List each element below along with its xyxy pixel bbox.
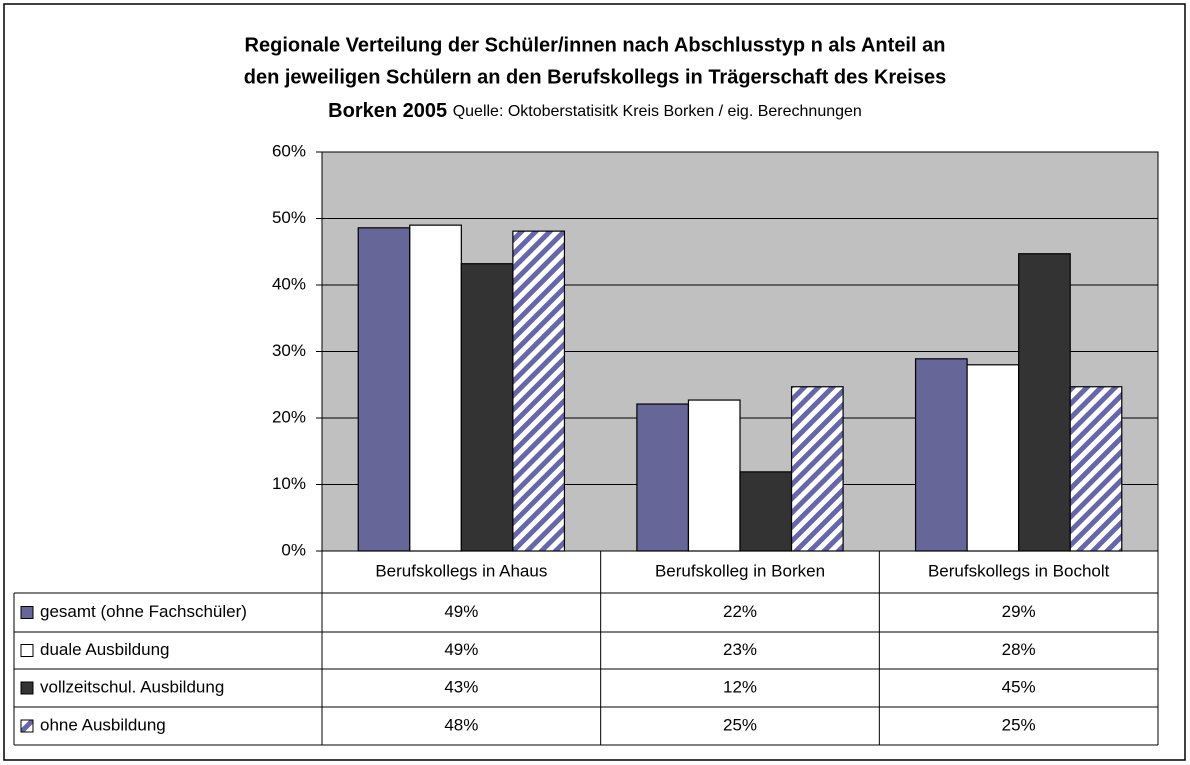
bar xyxy=(790,386,844,552)
chart-title: Borken 2005 xyxy=(328,100,447,122)
table-cell: 28% xyxy=(1002,640,1036,659)
table-cell: 25% xyxy=(723,715,757,734)
y-tick-label: 30% xyxy=(272,341,306,360)
table-cell: 12% xyxy=(723,677,757,696)
bar xyxy=(914,358,968,552)
bar xyxy=(409,224,462,552)
bar xyxy=(739,471,793,552)
bar xyxy=(636,403,690,552)
bar xyxy=(1018,253,1071,552)
chart-subtitle: Quelle: Oktoberstatisitk Kreis Borken / … xyxy=(453,103,862,120)
bar xyxy=(357,227,411,552)
y-tick-label: 0% xyxy=(281,540,306,559)
legend-label: gesamt (ohne Fachschüler) xyxy=(40,602,247,621)
legend-key xyxy=(20,681,34,695)
table-cell: 48% xyxy=(444,715,478,734)
legend-label: duale Ausbildung xyxy=(40,640,170,659)
chart-title: Borken 2005 Quelle: Oktoberstatisitk Kre… xyxy=(328,100,862,122)
y-tick-label: 60% xyxy=(272,141,306,160)
y-tick-label: 10% xyxy=(272,474,306,493)
x-tick-label: Berufskollegs in Ahaus xyxy=(375,561,547,580)
bar xyxy=(512,230,566,552)
x-tick-label: Berufskollegs in Bocholt xyxy=(928,561,1110,580)
legend-label: vollzeitschul. Ausbildung xyxy=(40,677,224,696)
legend-key xyxy=(20,606,34,619)
legend-label: ohne Ausbildung xyxy=(40,715,166,734)
bar xyxy=(460,263,514,552)
y-tick-label: 40% xyxy=(272,274,306,293)
x-tick-label: Berufskolleg in Borken xyxy=(655,561,825,580)
table-cell: 45% xyxy=(1002,677,1036,696)
table-cell: 29% xyxy=(1002,602,1036,621)
table-cell: 22% xyxy=(723,602,757,621)
table-cell: 43% xyxy=(444,677,478,696)
bar xyxy=(966,364,1020,552)
table-cell: 23% xyxy=(723,640,757,659)
bar xyxy=(1069,386,1123,552)
table-cell: 49% xyxy=(444,602,478,621)
bar xyxy=(687,399,741,552)
table-cell: 49% xyxy=(444,640,478,659)
legend-key xyxy=(20,644,34,657)
y-tick-label: 50% xyxy=(272,208,306,227)
y-tick-label: 20% xyxy=(272,407,306,426)
legend-key xyxy=(20,719,34,733)
table-cell: 25% xyxy=(1002,715,1036,734)
chart-title: den jeweiligen Schülern an den Berufskol… xyxy=(244,66,946,88)
chart-title: Regionale Verteilung der Schüler/innen n… xyxy=(245,34,946,56)
